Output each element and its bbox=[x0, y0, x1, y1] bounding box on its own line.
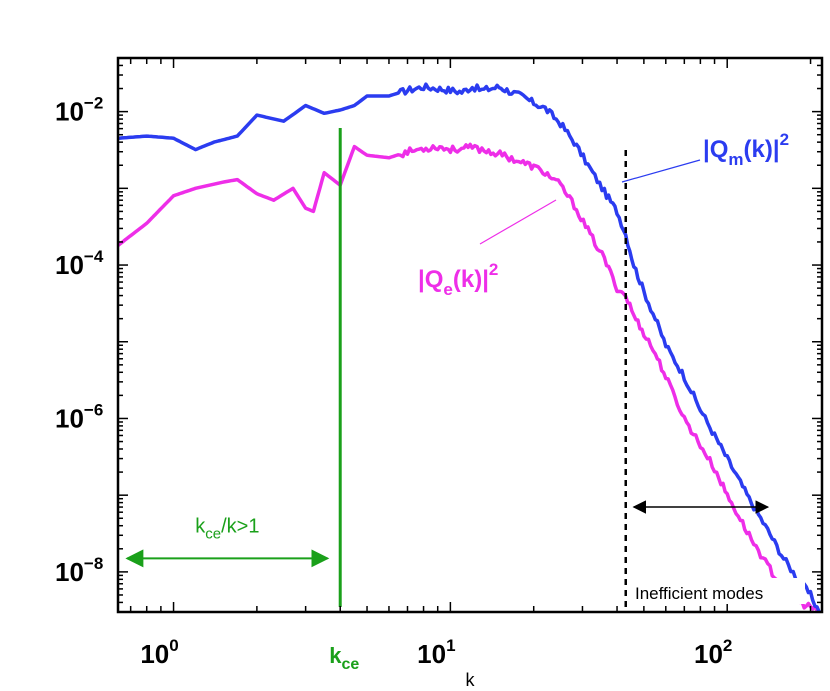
kce-range-label: kce/k>1 bbox=[195, 515, 259, 542]
series-line-qm bbox=[118, 82, 821, 612]
y-tick-label: 10−4 bbox=[55, 247, 104, 280]
y-tick-label: 10−2 bbox=[55, 94, 103, 127]
y-tick-label: 10−8 bbox=[55, 554, 103, 587]
plot-background bbox=[118, 58, 822, 612]
kce-axis-label: kce bbox=[329, 643, 359, 673]
qe-pointer-arrow bbox=[479, 199, 557, 245]
qe-label: |Qe(k)|2 bbox=[418, 260, 498, 299]
qm-label: |Qm(k)|2 bbox=[703, 130, 789, 169]
inefficient-label-bg bbox=[633, 578, 805, 604]
series-line-qe bbox=[118, 142, 821, 612]
x-tick-label: 100 bbox=[140, 636, 178, 669]
x-axis-label: k bbox=[466, 670, 476, 690]
x-tick-label: 102 bbox=[694, 636, 732, 669]
inefficient-label: Inefficient modes bbox=[635, 584, 763, 603]
x-tick-label: 101 bbox=[417, 636, 455, 669]
y-tick-label: 10−6 bbox=[55, 400, 103, 433]
series-layer bbox=[118, 82, 821, 612]
qm-pointer-arrow bbox=[621, 159, 701, 183]
plot-frame bbox=[116, 56, 824, 614]
ticks-layer: 100 101 102 10−2 10−4 10−6 10−8 bbox=[55, 57, 822, 669]
